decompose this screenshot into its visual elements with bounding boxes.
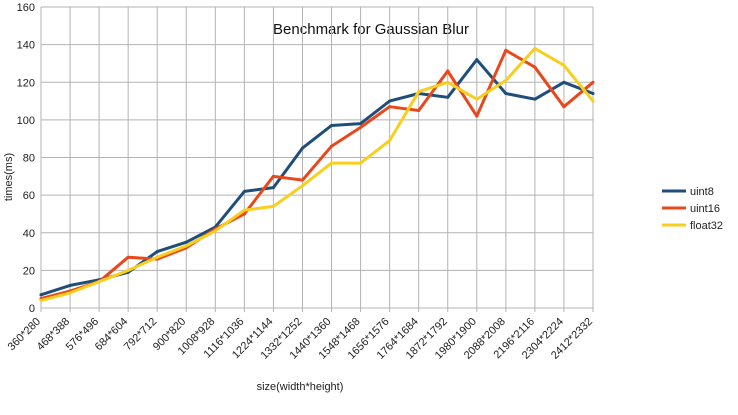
data-point-uint16 (388, 105, 392, 109)
y-tick-label: 160 (17, 2, 35, 14)
data-point-uint8 (155, 250, 159, 254)
data-point-float32 (68, 291, 72, 295)
data-point-float32 (242, 208, 246, 212)
data-point-uint16 (126, 255, 130, 259)
data-point-uint8 (184, 240, 188, 244)
data-point-uint16 (475, 114, 479, 118)
x-axis-label: size(width*height) (257, 381, 344, 393)
data-point-float32 (591, 99, 595, 103)
y-axis-ticks: 0 20 40 60 80 100 120 140 160 (17, 2, 35, 315)
data-point-float32 (475, 97, 479, 101)
y-tick-label: 0 (29, 303, 35, 315)
legend-label-uint8: uint8 (690, 186, 714, 198)
data-point-uint8 (533, 97, 537, 101)
series-line-uint16 (39, 48, 595, 301)
data-point-uint8 (330, 124, 334, 128)
y-tick-label: 60 (23, 190, 35, 202)
data-point-uint16 (417, 108, 421, 112)
data-point-uint8 (504, 92, 508, 96)
data-point-uint16 (591, 80, 595, 84)
data-point-float32 (155, 255, 159, 259)
data-point-float32 (504, 78, 508, 82)
data-point-uint16 (330, 144, 334, 148)
series-line-float32 (39, 46, 595, 302)
data-point-uint8 (388, 99, 392, 103)
y-tick-label: 100 (17, 115, 35, 127)
y-tick-label: 120 (17, 77, 35, 89)
y-tick-label: 40 (23, 228, 35, 240)
data-point-float32 (126, 268, 130, 272)
data-point-uint8 (242, 189, 246, 193)
data-point-float32 (359, 161, 363, 165)
data-point-float32 (300, 184, 304, 188)
data-point-float32 (271, 204, 275, 208)
data-point-uint8 (271, 186, 275, 190)
data-point-float32 (446, 80, 450, 84)
series-lines (39, 46, 595, 302)
y-tick-label: 20 (23, 265, 35, 277)
data-point-uint16 (446, 69, 450, 73)
data-point-uint16 (533, 65, 537, 69)
data-point-float32 (388, 139, 392, 143)
data-point-uint16 (562, 105, 566, 109)
data-point-float32 (562, 63, 566, 67)
data-point-uint16 (271, 174, 275, 178)
data-point-float32 (533, 46, 537, 50)
data-point-uint8 (562, 80, 566, 84)
data-point-float32 (417, 90, 421, 94)
data-point-uint16 (504, 48, 508, 52)
y-axis-label: times(ms) (3, 153, 15, 201)
data-point-float32 (184, 244, 188, 248)
data-point-float32 (213, 229, 217, 233)
legend: uint8 uint16 float32 (662, 186, 723, 232)
data-point-float32 (330, 161, 334, 165)
legend-label-float32: float32 (690, 220, 723, 232)
data-point-float32 (39, 298, 43, 302)
y-tick-label: 140 (17, 40, 35, 52)
data-point-uint8 (475, 58, 479, 62)
data-point-uint16 (242, 212, 246, 216)
x-axis-ticks: 360*280468*388576*496684*604792*712900*8… (6, 316, 595, 362)
data-point-float32 (97, 280, 101, 284)
data-point-uint8 (39, 293, 43, 297)
y-tick-label: 80 (23, 153, 35, 165)
data-point-uint8 (68, 283, 72, 287)
data-point-uint16 (359, 125, 363, 129)
data-point-uint8 (300, 146, 304, 150)
data-point-uint8 (359, 122, 363, 126)
data-point-uint8 (446, 95, 450, 99)
data-point-uint16 (300, 178, 304, 182)
legend-label-uint16: uint16 (690, 203, 720, 215)
chart-title: Benchmark for Gaussian Blur (273, 21, 469, 38)
data-point-uint8 (591, 92, 595, 96)
